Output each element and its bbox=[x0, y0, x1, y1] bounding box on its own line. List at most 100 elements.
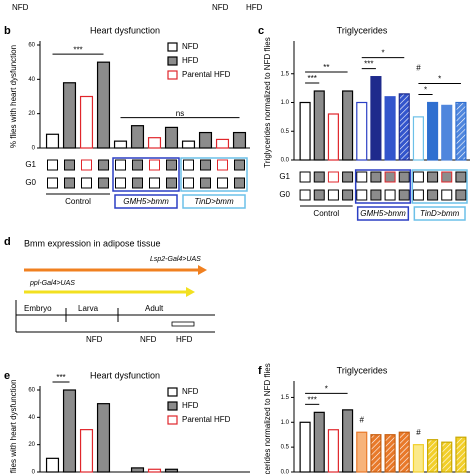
legend-label: HFD bbox=[182, 401, 199, 410]
group-label-box bbox=[114, 194, 178, 209]
genotype-square bbox=[183, 177, 194, 189]
bar bbox=[113, 140, 128, 149]
bar bbox=[79, 95, 94, 149]
genotype-square bbox=[132, 177, 143, 189]
y-tick-label: 40 bbox=[28, 77, 35, 83]
bar bbox=[370, 76, 382, 161]
genotype-square bbox=[327, 189, 339, 201]
bar bbox=[370, 434, 382, 473]
genotype-square bbox=[370, 189, 382, 201]
genotype-square bbox=[149, 177, 160, 189]
legend-label: NFD bbox=[182, 42, 199, 51]
bar bbox=[455, 101, 467, 161]
y-tick-label: 1.0 bbox=[281, 100, 290, 106]
genotype-square bbox=[455, 189, 467, 201]
significance-label: * bbox=[424, 86, 427, 95]
genotype-square bbox=[342, 171, 354, 183]
bar bbox=[398, 431, 410, 473]
significance-label: * bbox=[381, 49, 384, 58]
bar bbox=[130, 125, 145, 149]
legend-label: Parental HFD bbox=[182, 415, 231, 424]
panel-label: d bbox=[4, 236, 11, 248]
significance-label: ns bbox=[176, 109, 184, 118]
bar bbox=[62, 82, 77, 149]
group-box bbox=[411, 169, 468, 204]
genotype-square bbox=[313, 171, 325, 183]
genotype-square bbox=[234, 177, 245, 189]
bar bbox=[342, 409, 354, 473]
genotype-square bbox=[200, 159, 211, 171]
y-axis-label: % flies with heart dysfunction bbox=[9, 45, 18, 148]
group-label: TinD>bmm bbox=[420, 209, 460, 218]
genotype-square bbox=[64, 177, 75, 189]
legend-label: NFD bbox=[182, 387, 199, 396]
y-tick-label: 20 bbox=[28, 111, 35, 117]
panel-label: b bbox=[4, 25, 11, 37]
bar bbox=[313, 411, 325, 473]
chart-title: Triglycerides bbox=[337, 25, 388, 35]
chart-title: Heart dysfunction bbox=[90, 370, 160, 380]
bar bbox=[455, 436, 467, 473]
bar bbox=[181, 140, 196, 149]
genotype-square bbox=[47, 177, 58, 189]
y-tick-label: 40 bbox=[28, 415, 35, 421]
y-tick-label: 0.5 bbox=[281, 445, 290, 451]
group-label: GMH5>bmm bbox=[123, 197, 169, 206]
arrow-head bbox=[186, 287, 195, 297]
y-tick-label: 0.5 bbox=[281, 129, 290, 135]
bar bbox=[232, 131, 247, 149]
bar bbox=[327, 113, 339, 161]
significance-label: *** bbox=[307, 395, 316, 404]
arrow-label: ppl-Gal4>UAS bbox=[29, 280, 75, 287]
significance-label: # bbox=[360, 415, 365, 424]
genotype-square bbox=[299, 171, 311, 183]
bar bbox=[342, 90, 354, 161]
group-label: TinD>bmm bbox=[194, 197, 234, 206]
genotype-square bbox=[47, 159, 58, 171]
genotype-square bbox=[98, 159, 109, 171]
bar bbox=[313, 90, 325, 161]
group-box bbox=[180, 157, 248, 192]
group-label: Control bbox=[65, 197, 91, 206]
genotype-square bbox=[64, 159, 75, 171]
bar bbox=[96, 61, 111, 149]
genotype-square bbox=[115, 177, 126, 189]
genotype-square bbox=[342, 189, 354, 201]
genotype-square bbox=[370, 171, 382, 183]
legend-swatch bbox=[167, 42, 178, 52]
genotype-square bbox=[299, 189, 311, 201]
header-text: HFD bbox=[246, 3, 263, 12]
group-label-box bbox=[356, 206, 410, 221]
diagram-title: Bmm expression in adipose tissue bbox=[24, 238, 161, 248]
bar bbox=[147, 468, 162, 473]
bar bbox=[356, 101, 368, 161]
group-label: GMH5>bmm bbox=[360, 209, 406, 218]
bar bbox=[130, 467, 145, 473]
bar bbox=[198, 131, 213, 149]
legend-swatch bbox=[167, 56, 178, 66]
y-axis-label: Triglycerides normalized to NFD flies bbox=[263, 37, 272, 167]
genotype-square bbox=[98, 177, 109, 189]
legend-swatch bbox=[167, 387, 178, 397]
arrow-label: Lsp2-Gal4>UAS bbox=[150, 256, 201, 263]
genotype-square bbox=[398, 171, 410, 183]
genotype-square bbox=[313, 189, 325, 201]
significance-label: * bbox=[438, 75, 441, 84]
significance-label: # bbox=[416, 64, 421, 73]
bar bbox=[384, 434, 396, 473]
bar bbox=[147, 137, 162, 149]
genotype-square bbox=[200, 177, 211, 189]
genotype-square bbox=[327, 171, 339, 183]
group-box bbox=[354, 169, 412, 204]
genotype-square bbox=[441, 189, 453, 201]
legend-swatch bbox=[167, 401, 178, 411]
genotype-square bbox=[412, 171, 424, 183]
diet-label: NFD bbox=[140, 335, 157, 344]
bar bbox=[164, 468, 179, 473]
significance-label: # bbox=[416, 428, 421, 437]
y-axis-label: % flies with heart dysfunction bbox=[9, 379, 18, 474]
genotype-square bbox=[412, 189, 424, 201]
bar bbox=[398, 93, 410, 161]
y-tick-label: 1.5 bbox=[281, 71, 290, 77]
bar bbox=[79, 429, 94, 473]
